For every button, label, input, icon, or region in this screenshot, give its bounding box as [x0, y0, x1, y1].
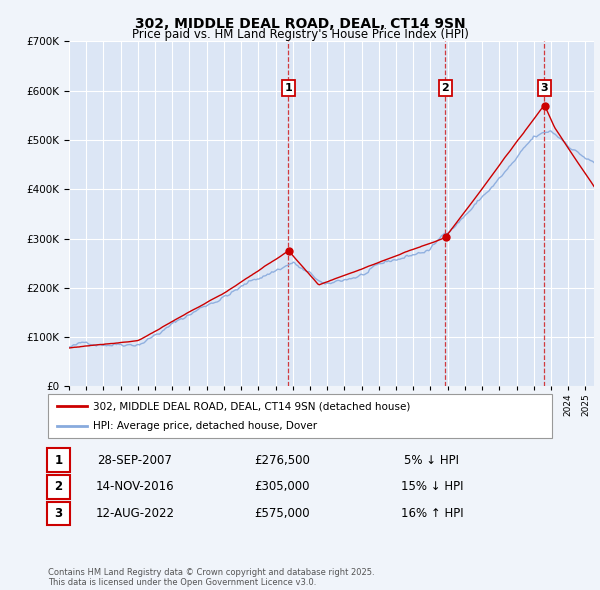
Text: 28-SEP-2007: 28-SEP-2007 — [98, 454, 172, 467]
Text: 3: 3 — [541, 83, 548, 93]
Text: 12-AUG-2022: 12-AUG-2022 — [95, 507, 175, 520]
Text: 2: 2 — [55, 480, 62, 493]
Text: Price paid vs. HM Land Registry's House Price Index (HPI): Price paid vs. HM Land Registry's House … — [131, 28, 469, 41]
Text: 1: 1 — [55, 454, 62, 467]
Text: 14-NOV-2016: 14-NOV-2016 — [95, 480, 175, 493]
Text: £575,000: £575,000 — [254, 507, 310, 520]
Text: 1: 1 — [284, 83, 292, 93]
Text: 302, MIDDLE DEAL ROAD, DEAL, CT14 9SN (detached house): 302, MIDDLE DEAL ROAD, DEAL, CT14 9SN (d… — [93, 401, 410, 411]
Text: £276,500: £276,500 — [254, 454, 310, 467]
Text: 15% ↓ HPI: 15% ↓ HPI — [401, 480, 463, 493]
Text: £305,000: £305,000 — [254, 480, 310, 493]
Text: 5% ↓ HPI: 5% ↓ HPI — [404, 454, 460, 467]
Text: Contains HM Land Registry data © Crown copyright and database right 2025.
This d: Contains HM Land Registry data © Crown c… — [48, 568, 374, 587]
Text: 2: 2 — [442, 83, 449, 93]
Text: 16% ↑ HPI: 16% ↑ HPI — [401, 507, 463, 520]
Text: 3: 3 — [55, 507, 62, 520]
Text: HPI: Average price, detached house, Dover: HPI: Average price, detached house, Dove… — [93, 421, 317, 431]
Text: 302, MIDDLE DEAL ROAD, DEAL, CT14 9SN: 302, MIDDLE DEAL ROAD, DEAL, CT14 9SN — [134, 17, 466, 31]
